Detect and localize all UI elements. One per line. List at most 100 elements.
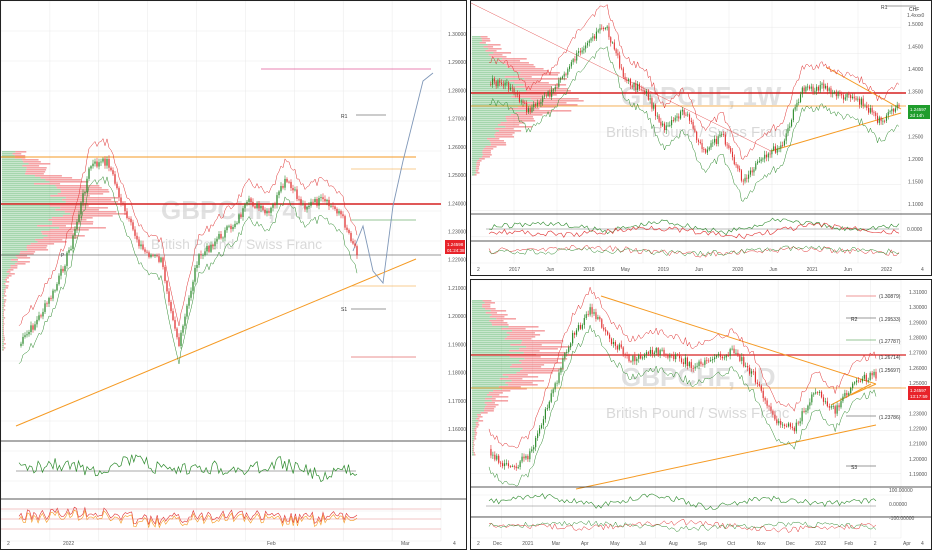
candle-body [628,355,630,362]
price-axis-label: 1.25000 [448,173,466,179]
candle-body [30,325,32,333]
corner-left: 2 [7,541,10,547]
profile-bar-down [473,446,474,448]
profile-bar-up [472,120,507,122]
profile-bar-up [472,312,486,314]
candle-body [651,98,653,109]
profile-bar-up [2,339,4,341]
profile-bar-up [472,166,476,168]
profile-bar-down [474,428,477,430]
candle-body [799,421,801,424]
candle-body [492,454,494,456]
profile-bar-up [472,72,521,74]
profile-bar-down [502,58,527,60]
candle-body [692,368,694,369]
chart-pane-1w[interactable]: GBPCHF, 1W British Pound / Swiss Franc 0… [470,0,932,276]
candle-body [733,348,735,354]
chart-1d-canvas[interactable]: GBPCHF, 1D British Pound / Swiss Franc 1… [471,280,931,549]
candle-body [876,115,879,123]
profile-bar-down [14,155,26,157]
candle-body [170,301,172,312]
profile-bar-up [472,124,498,126]
candle-body [805,410,807,412]
profile-bar-up [472,156,482,158]
candle-body [632,355,634,362]
candle-body [597,30,599,32]
profile-bar-down [3,323,5,325]
candle-body [751,170,753,173]
profile-bar-down [10,259,19,261]
candle-body [282,186,284,188]
profile-bar-up [472,374,503,376]
price-candles [488,286,877,487]
profile-bar-down [494,128,514,130]
candle-body [250,198,252,202]
candle-body [861,378,863,382]
price-axis: 1.30000 1.29000 1.28000 1.27000 1.26000 1.250… [448,32,466,433]
profile-bar-up [2,327,4,329]
candle-body [778,148,780,150]
profile-bar-up [472,86,516,88]
candle-body [724,134,726,145]
profile-bar-up [472,334,510,336]
profile-bar-down [482,304,491,306]
profile-bar-down [20,251,36,253]
candle-body [256,203,258,209]
chart-pane-4h[interactable]: GBPCHF, 4h British Pound / Swiss Franc 1… [0,0,467,550]
profile-bar-up [2,209,56,211]
profile-bar-down [19,253,34,255]
profile-bar-up [472,370,521,372]
candle-body [871,108,873,113]
profile-bar-down [49,205,89,207]
candle-body [894,108,896,112]
profile-bar-up [472,358,525,360]
candle-body [825,85,827,89]
candle-body [506,82,508,84]
candle-body [791,119,793,127]
profile-bar-down [509,350,540,352]
candle-body [328,199,330,207]
date-axis-label: Mar [552,541,561,547]
price-axis: 1.31000 1.30000 1.29000 1.28000 1.27000 1.260… [909,290,927,478]
candle-body [588,40,590,43]
candle-body [568,347,570,352]
profile-bar-down [521,362,562,364]
candle-body [762,390,764,399]
chart-1w-canvas[interactable]: GBPCHF, 1W British Pound / Swiss Franc 0… [471,1,931,275]
chart-4h-canvas[interactable]: GBPCHF, 4h British Pound / Swiss Franc 1… [1,1,466,549]
profile-bar-down [523,102,567,104]
candle-body [549,91,551,98]
chart-pane-1d[interactable]: GBPCHF, 1D British Pound / Swiss Franc 1… [470,279,932,550]
projection-path [352,72,434,285]
candle-body [511,466,513,467]
profile-bar-up [2,207,61,209]
profile-bar-down [3,347,6,349]
profile-bar-down [5,277,9,279]
profile-bar-up [472,330,513,332]
candle-body [44,303,46,312]
profile-bar-down [482,154,492,156]
profile-bar-down [28,163,51,165]
candle-body [160,257,162,262]
profile-bar-down [3,309,6,311]
candle-body [835,91,837,97]
candle-body [607,331,609,335]
candle-body [184,316,186,326]
candle-body [531,107,533,113]
candle-body [545,95,547,97]
candle-body [651,349,653,354]
candle-body [654,104,657,116]
grid [1,1,442,542]
profile-bar-down [65,201,119,203]
date-axis-label: May [621,267,631,273]
profile-bar-down [3,303,5,305]
candle-body [619,55,621,68]
watermark-name: British Pound / Swiss Franc [151,236,322,252]
volume-profile [472,300,571,456]
candle-body [710,360,712,361]
candle-body [552,389,554,394]
candle-body [735,352,737,354]
profile-bar-down [14,263,26,265]
price-candles [488,4,900,202]
candle-body [748,174,750,179]
